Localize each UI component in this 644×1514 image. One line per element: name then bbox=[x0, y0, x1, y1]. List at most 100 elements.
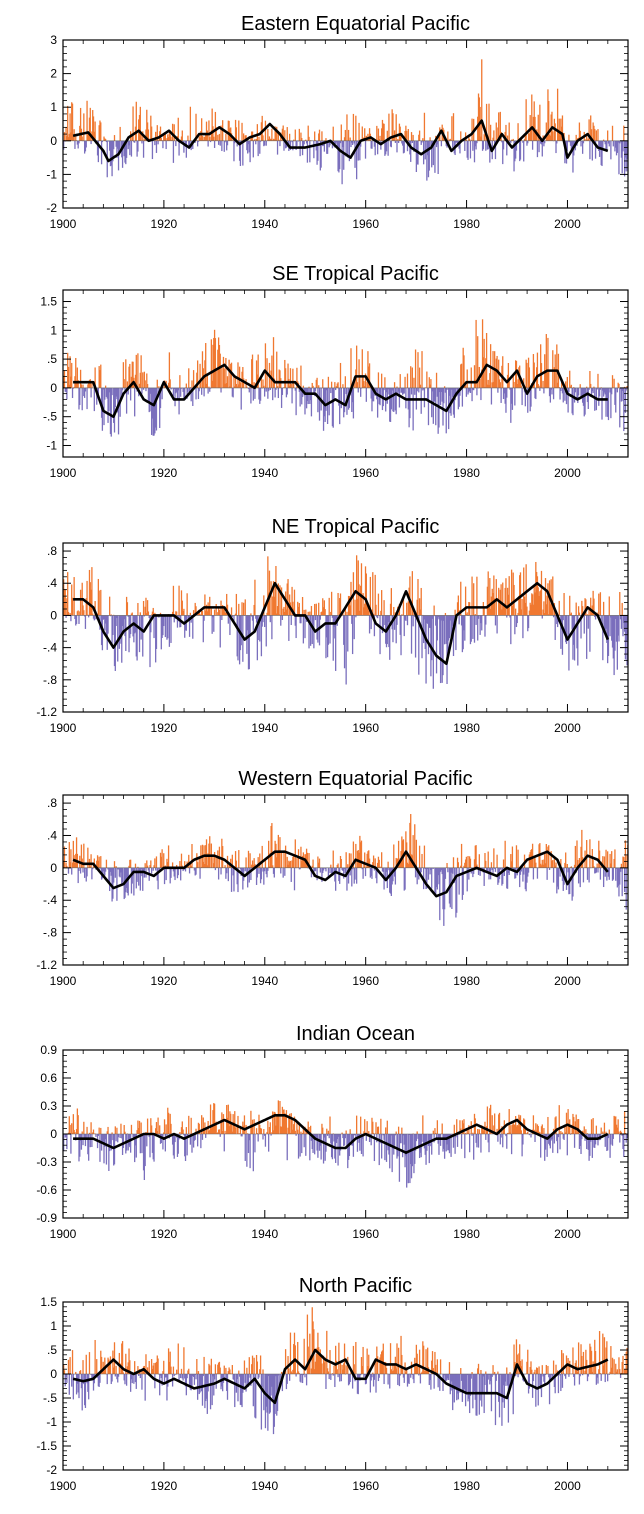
negative-anomaly-bar bbox=[339, 141, 340, 169]
positive-anomaly-bar bbox=[599, 1331, 600, 1374]
positive-anomaly-bar bbox=[283, 851, 284, 868]
negative-anomaly-bar bbox=[156, 141, 157, 153]
positive-anomaly-bar bbox=[99, 591, 100, 616]
negative-anomaly-bar bbox=[260, 388, 261, 401]
positive-anomaly-bar bbox=[67, 572, 68, 615]
negative-anomaly-bar bbox=[395, 141, 396, 143]
positive-anomaly-bar bbox=[260, 1355, 261, 1374]
positive-anomaly-bar bbox=[179, 1132, 180, 1134]
negative-anomaly-bar bbox=[137, 141, 138, 152]
x-tick-label: 2000 bbox=[554, 721, 581, 735]
negative-anomaly-bar bbox=[555, 615, 556, 640]
positive-anomaly-bar bbox=[115, 1126, 116, 1134]
positive-anomaly-bar bbox=[547, 583, 548, 615]
negative-anomaly-bar bbox=[94, 388, 95, 411]
positive-anomaly-bar bbox=[546, 844, 547, 868]
y-tick-label: -1.5 bbox=[36, 1439, 57, 1453]
positive-anomaly-bar bbox=[69, 1357, 70, 1374]
positive-anomaly-bar bbox=[80, 1370, 81, 1374]
positive-anomaly-bar bbox=[600, 592, 601, 615]
positive-anomaly-bar bbox=[417, 1366, 418, 1374]
positive-anomaly-bar bbox=[176, 612, 177, 616]
negative-anomaly-bar bbox=[319, 615, 320, 645]
positive-anomaly-bar bbox=[285, 368, 286, 388]
negative-anomaly-bar bbox=[329, 615, 330, 643]
negative-anomaly-bar bbox=[535, 388, 536, 399]
negative-anomaly-bar bbox=[70, 615, 71, 621]
negative-anomaly-bar bbox=[218, 868, 219, 880]
positive-anomaly-bar bbox=[83, 610, 84, 615]
negative-anomaly-bar bbox=[242, 141, 243, 166]
negative-anomaly-bar bbox=[558, 868, 559, 890]
negative-anomaly-bar bbox=[334, 1374, 335, 1387]
positive-anomaly-bar bbox=[325, 609, 326, 615]
negative-anomaly-bar bbox=[187, 388, 188, 392]
negative-anomaly-bar bbox=[605, 1374, 606, 1382]
negative-anomaly-bar bbox=[141, 141, 142, 144]
positive-anomaly-bar bbox=[312, 386, 313, 388]
positive-anomaly-bar bbox=[420, 385, 421, 388]
positive-anomaly-bar bbox=[220, 354, 221, 388]
negative-anomaly-bar bbox=[304, 141, 305, 145]
positive-anomaly-bar bbox=[406, 603, 407, 616]
negative-anomaly-bar bbox=[134, 388, 135, 417]
positive-anomaly-bar bbox=[506, 1367, 507, 1374]
negative-anomaly-bar bbox=[300, 1374, 301, 1383]
negative-anomaly-bar bbox=[488, 1134, 489, 1152]
negative-anomaly-bar bbox=[210, 1374, 211, 1409]
negative-anomaly-bar bbox=[220, 141, 221, 146]
positive-anomaly-bar bbox=[571, 385, 572, 388]
negative-anomaly-bar bbox=[352, 141, 353, 145]
negative-anomaly-bar bbox=[393, 388, 394, 412]
positive-anomaly-bar bbox=[157, 1359, 158, 1375]
negative-anomaly-bar bbox=[417, 388, 418, 391]
positive-anomaly-bar bbox=[286, 1110, 287, 1134]
negative-anomaly-bar bbox=[596, 868, 597, 873]
negative-anomaly-bar bbox=[329, 868, 330, 873]
positive-anomaly-bar bbox=[493, 848, 494, 868]
negative-anomaly-bar bbox=[609, 141, 610, 147]
positive-anomaly-bar bbox=[216, 369, 217, 387]
positive-anomaly-bar bbox=[521, 1130, 522, 1134]
positive-anomaly-bar bbox=[299, 1125, 300, 1134]
positive-anomaly-bar bbox=[364, 1119, 365, 1134]
positive-anomaly-bar bbox=[583, 1352, 584, 1374]
negative-anomaly-bar bbox=[304, 1374, 305, 1377]
positive-anomaly-bar bbox=[426, 372, 427, 388]
positive-anomaly-bar bbox=[556, 344, 557, 387]
negative-anomaly-bar bbox=[170, 615, 171, 643]
negative-anomaly-bar bbox=[537, 868, 538, 879]
negative-anomaly-bar bbox=[484, 1374, 485, 1385]
positive-anomaly-bar bbox=[227, 376, 228, 388]
negative-anomaly-bar bbox=[574, 615, 575, 660]
positive-anomaly-bar bbox=[619, 1369, 620, 1374]
negative-anomaly-bar bbox=[399, 388, 400, 408]
negative-anomaly-bar bbox=[586, 615, 587, 658]
positive-anomaly-bar bbox=[531, 95, 532, 141]
positive-anomaly-bar bbox=[599, 851, 600, 868]
negative-anomaly-bar bbox=[299, 388, 300, 407]
negative-anomaly-bar bbox=[253, 615, 254, 630]
positive-anomaly-bar bbox=[381, 590, 382, 615]
negative-anomaly-bar bbox=[221, 615, 222, 620]
positive-anomaly-bar bbox=[567, 377, 568, 388]
negative-anomaly-bar bbox=[431, 868, 432, 889]
negative-anomaly-bar bbox=[195, 388, 196, 400]
negative-anomaly-bar bbox=[360, 388, 361, 397]
negative-anomaly-bar bbox=[537, 141, 538, 157]
negative-anomaly-bar bbox=[567, 1134, 568, 1155]
negative-anomaly-bar bbox=[472, 141, 473, 151]
positive-anomaly-bar bbox=[190, 613, 191, 616]
y-tick-label: -.5 bbox=[43, 410, 57, 424]
positive-anomaly-bar bbox=[412, 135, 413, 141]
positive-anomaly-bar bbox=[433, 1131, 434, 1134]
positive-anomaly-bar bbox=[340, 593, 341, 615]
positive-anomaly-bar bbox=[614, 849, 615, 867]
negative-anomaly-bar bbox=[280, 868, 281, 874]
y-tick-label: -.4 bbox=[43, 893, 57, 907]
negative-anomaly-bar bbox=[115, 868, 116, 878]
negative-anomaly-bar bbox=[390, 1134, 391, 1145]
positive-anomaly-bar bbox=[78, 610, 79, 615]
negative-anomaly-bar bbox=[429, 141, 430, 171]
positive-anomaly-bar bbox=[238, 120, 239, 140]
